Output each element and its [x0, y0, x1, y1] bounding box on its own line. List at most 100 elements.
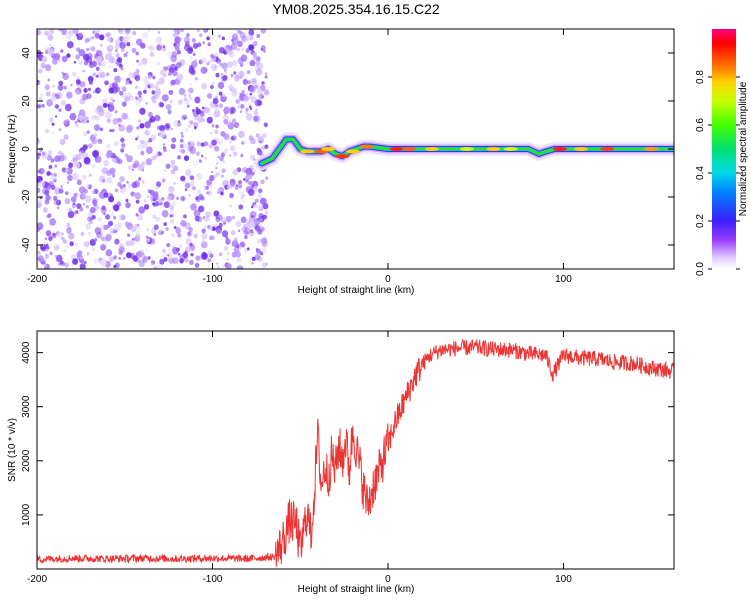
noise-speck — [207, 190, 213, 196]
noise-speck — [262, 132, 267, 139]
noise-speck — [265, 72, 268, 76]
noise-speck — [183, 214, 187, 219]
noise-speck — [103, 159, 110, 167]
noise-speck — [47, 78, 51, 82]
noise-speck — [37, 104, 42, 109]
spectrogram-x-axis-label: Height of straight line (km) — [298, 285, 415, 296]
noise-speck — [241, 90, 245, 94]
noise-speck — [44, 84, 50, 91]
noise-speck — [177, 233, 182, 238]
noise-speck — [206, 116, 213, 124]
noise-speck — [188, 87, 194, 94]
noise-speck — [167, 249, 174, 256]
colorbar-tick-label: 0.8 — [695, 70, 706, 84]
noise-speck — [99, 259, 107, 267]
noise-speck — [88, 47, 92, 51]
noise-speck — [88, 87, 91, 91]
noise-speck — [146, 238, 150, 243]
noise-speck — [117, 182, 122, 187]
noise-speck — [114, 110, 118, 114]
noise-speck — [135, 213, 139, 217]
noise-speck — [231, 251, 237, 258]
noise-speck — [221, 62, 228, 70]
noise-speck — [110, 46, 113, 49]
noise-speck — [58, 108, 62, 112]
noise-speck — [224, 106, 231, 114]
noise-speck — [68, 232, 75, 240]
noise-speck — [108, 65, 111, 68]
noise-speck — [213, 52, 218, 58]
noise-speck — [190, 69, 196, 76]
noise-speck — [86, 252, 90, 255]
noise-speck — [190, 203, 197, 211]
noise-speck — [154, 84, 159, 89]
noise-speck — [229, 154, 232, 157]
noise-speck — [238, 229, 241, 232]
noise-speck — [246, 70, 251, 75]
noise-speck — [203, 215, 210, 223]
noise-speck — [102, 102, 108, 108]
noise-speck — [113, 216, 117, 220]
colorbar-label: Normalized spectral amplitude — [738, 81, 749, 216]
noise-speck — [243, 178, 246, 181]
spectrogram-ytick-label: -40 — [21, 237, 32, 252]
noise-speck — [113, 255, 117, 260]
noise-speck — [126, 117, 130, 121]
noise-speck — [75, 54, 80, 60]
ridge-hotspot — [552, 147, 567, 151]
noise-speck — [217, 155, 220, 159]
noise-speck — [176, 121, 182, 127]
noise-speck — [127, 165, 132, 170]
noise-speck — [248, 105, 252, 109]
noise-speck — [78, 32, 83, 37]
noise-speck — [115, 52, 120, 58]
noise-speck — [177, 155, 181, 160]
noise-speck — [248, 135, 254, 141]
noise-speck — [168, 185, 175, 193]
noise-speck — [171, 137, 177, 143]
noise-speck — [209, 175, 215, 181]
noise-speck — [94, 205, 100, 211]
noise-speck — [155, 264, 162, 269]
noise-speck — [147, 189, 152, 194]
noise-speck — [147, 111, 153, 118]
noise-speck — [119, 214, 125, 221]
noise-speck — [225, 215, 232, 223]
noise-speck — [84, 38, 90, 43]
noise-speck — [83, 241, 90, 248]
noise-speck — [222, 75, 228, 81]
noise-speck — [215, 95, 219, 99]
noise-speck — [233, 71, 237, 75]
noise-speck — [40, 108, 43, 112]
noise-speck — [243, 140, 247, 145]
noise-speck — [136, 59, 140, 63]
noise-speck — [132, 255, 139, 262]
noise-speck — [112, 118, 119, 125]
noise-speck — [118, 257, 121, 260]
noise-speck — [69, 241, 74, 247]
noise-speck — [141, 57, 148, 65]
noise-speck — [214, 145, 220, 152]
noise-speck — [92, 164, 96, 168]
snr-series-line — [37, 339, 674, 567]
noise-speck — [158, 101, 164, 108]
noise-speck — [70, 196, 77, 203]
noise-speck — [189, 65, 194, 70]
noise-speck — [47, 47, 54, 55]
noise-speck — [60, 99, 67, 106]
noise-speck — [124, 153, 129, 157]
noise-speck — [125, 198, 129, 203]
noise-speck — [172, 70, 178, 77]
noise-speck — [121, 112, 128, 120]
noise-speck — [239, 110, 243, 114]
noise-speck — [215, 216, 221, 223]
noise-speck — [249, 229, 254, 234]
noise-speck — [177, 50, 181, 55]
noise-speck — [135, 51, 139, 56]
noise-speck — [115, 262, 120, 268]
noise-speck — [190, 253, 194, 257]
noise-speck — [222, 114, 229, 121]
noise-speck — [91, 36, 94, 40]
figure-title: YM08.2025.354.16.15.C22 — [272, 1, 440, 17]
noise-speck — [119, 90, 124, 96]
